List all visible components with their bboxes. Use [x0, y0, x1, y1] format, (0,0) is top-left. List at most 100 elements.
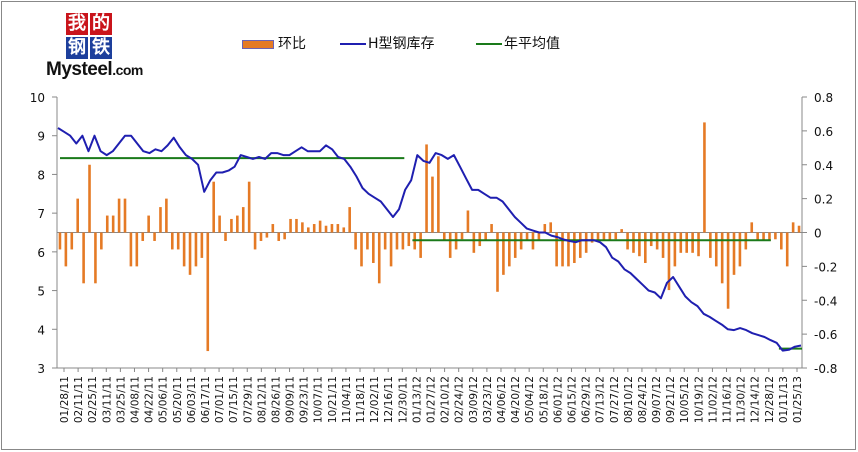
mom-bar [561, 232, 564, 267]
mom-bar [608, 232, 612, 241]
mom-bar [206, 232, 210, 352]
x-tick-label: 11/02/12 [707, 376, 719, 423]
legend-label-stock: H型钢库存 [368, 36, 435, 52]
mom-bar [460, 232, 464, 240]
mom-bar [644, 232, 647, 263]
x-tick-label: 09/23/11 [299, 376, 311, 423]
mom-bar [135, 232, 139, 267]
mom-bar [76, 198, 79, 233]
mom-bar [354, 232, 357, 250]
right-tick-label: 0.8 [814, 91, 833, 105]
x-tick-label: 02/24/12 [454, 376, 466, 423]
mom-bar [596, 232, 600, 241]
x-tick-label: 09/07/12 [651, 376, 663, 423]
x-tick-label: 02/10/12 [440, 376, 452, 423]
mom-bar [147, 215, 150, 233]
x-tick-label: 05/06/11 [158, 376, 170, 423]
mom-bar [573, 232, 576, 263]
x-tick-label: 03/09/12 [468, 376, 480, 423]
mom-bar [549, 222, 553, 233]
logo-char-1: 我 [66, 13, 88, 35]
mom-bar [312, 224, 316, 233]
mom-bar [442, 232, 446, 241]
x-tick-label: 08/24/12 [637, 376, 649, 423]
mom-bar [525, 232, 529, 241]
x-tick-label: 01/27/12 [426, 376, 438, 423]
mom-bar [620, 229, 623, 233]
mom-bar [253, 232, 257, 250]
mom-bar [673, 232, 677, 267]
left-tick-label: 3 [37, 362, 45, 376]
x-tick-label: 08/12/11 [256, 376, 268, 423]
logo-char-4: 铁 [90, 37, 112, 59]
mom-bar [212, 181, 215, 233]
legend-swatch-avg [476, 43, 502, 45]
x-tick-label: 01/11/13 [778, 376, 790, 423]
x-tick-label: 11/16/12 [722, 376, 734, 423]
x-tick-label: 12/16/11 [383, 376, 395, 423]
mom-bar [490, 224, 493, 233]
x-tick-label: 01/28/11 [59, 376, 71, 423]
mom-bar [714, 232, 718, 267]
mom-bar [602, 232, 606, 241]
mom-bar [756, 232, 759, 241]
mom-bar [236, 215, 239, 233]
mom-bar [153, 232, 156, 241]
right-tick-label: -0.8 [814, 362, 837, 376]
x-tick-label: 06/29/12 [581, 376, 593, 423]
x-tick-label: 05/20/11 [172, 376, 184, 423]
x-tick-label: 05/04/12 [524, 376, 536, 423]
mom-bar [638, 232, 641, 257]
x-tick-label: 06/03/11 [186, 376, 198, 423]
mom-bar [401, 232, 405, 250]
mom-bar [58, 232, 62, 250]
x-tick-label: 12/14/12 [750, 376, 762, 423]
mom-bar [732, 232, 736, 275]
left-tick-label: 7 [37, 207, 45, 221]
mom-bar [750, 222, 754, 233]
x-tick-label: 10/05/12 [679, 376, 691, 423]
x-tick-label: 12/30/11 [397, 376, 409, 423]
mom-bar [295, 218, 298, 233]
mom-bar [726, 232, 730, 309]
right-tick-label: 0.4 [814, 159, 833, 173]
x-tick-label: 04/06/12 [496, 376, 508, 423]
logo-wordmark-main: Mysteel [46, 59, 113, 80]
x-tick-label: 12/28/12 [764, 376, 776, 423]
mom-bar [567, 232, 570, 267]
mom-bar [105, 215, 109, 233]
left-tick-label: 9 [37, 130, 45, 144]
mom-bar [123, 198, 127, 233]
stock-line [57, 127, 802, 352]
left-axis: 3 4 5 6 7 8 9 10 [30, 91, 57, 376]
left-tick-label: 8 [37, 168, 45, 182]
left-tick-label: 6 [37, 246, 45, 260]
x-tick-label: 07/27/12 [609, 376, 621, 423]
x-tick-label: 07/29/11 [242, 376, 254, 423]
mom-bar [289, 218, 292, 233]
stock-line-group [57, 127, 802, 352]
mom-bar [791, 222, 795, 233]
mom-bar [372, 232, 375, 263]
right-tick-label: 0 [814, 227, 822, 241]
mom-bar [691, 232, 694, 253]
mom-bar [614, 232, 618, 240]
mom-bar [82, 232, 85, 284]
mom-bar [667, 232, 671, 291]
mom-bar [448, 232, 452, 258]
x-tick-label: 03/11/11 [101, 376, 113, 423]
mom-bar [720, 232, 724, 284]
mom-bar [590, 232, 594, 243]
mom-bar [543, 224, 547, 233]
legend-swatch-bar [242, 40, 274, 49]
mom-bar [360, 232, 363, 267]
mom-bar [117, 198, 121, 233]
mom-bar [88, 164, 91, 233]
mom-bar [738, 232, 742, 267]
x-tick-label: 10/07/11 [313, 376, 325, 423]
x-tick-label: 06/17/11 [200, 376, 212, 423]
x-tick-label: 05/18/12 [538, 376, 550, 423]
mom-bar [129, 232, 133, 267]
